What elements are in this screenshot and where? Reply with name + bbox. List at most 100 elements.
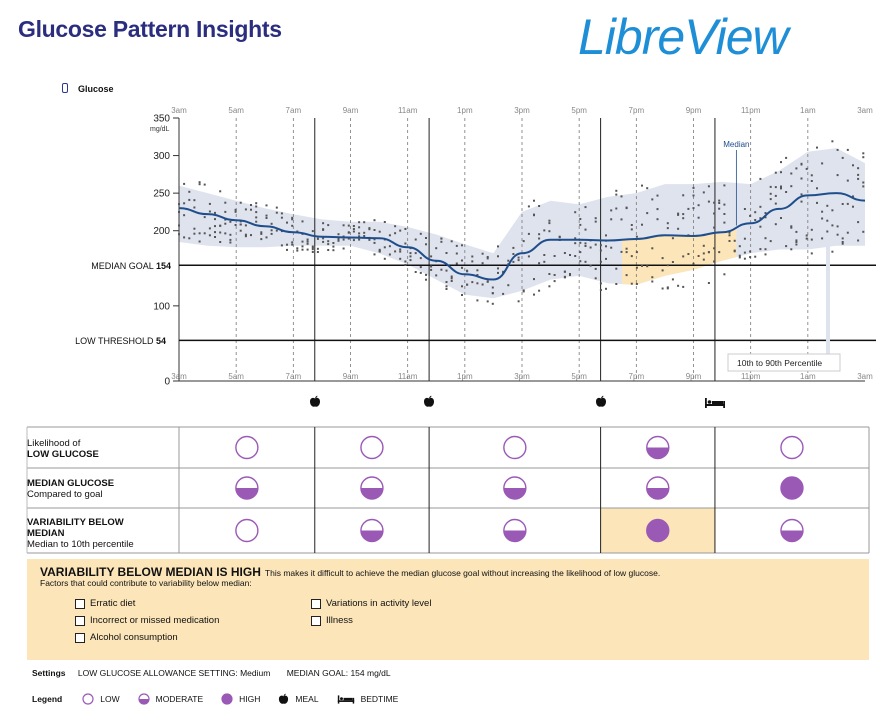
reading-dot (466, 283, 469, 286)
apple-icon (595, 395, 607, 413)
reading-dot (440, 237, 443, 240)
reading-dot (394, 225, 397, 228)
reading-dot (816, 201, 818, 204)
reading-dot (383, 246, 386, 249)
reading-dot (605, 257, 607, 260)
row-label-low-line1: Likelihood of (27, 438, 81, 449)
reading-dot (193, 206, 196, 209)
meal-bedtime-row (0, 393, 893, 413)
reading-dot (846, 202, 849, 205)
reading-dot (821, 162, 824, 165)
factor-medication[interactable]: Incorrect or missed medication (75, 615, 219, 626)
reading-dot (826, 204, 829, 207)
reading-dot (368, 238, 371, 241)
reading-dot (347, 237, 350, 240)
checkbox[interactable] (75, 615, 85, 626)
reading-dot (651, 276, 654, 279)
reading-dot (316, 247, 319, 250)
reading-dot (198, 181, 201, 184)
reading-dot (785, 245, 788, 248)
reading-dot (327, 249, 330, 251)
reading-dot (388, 234, 391, 237)
x-tick-label-top: 3am (857, 106, 873, 115)
reading-dot (419, 257, 422, 260)
checkbox[interactable] (75, 598, 85, 609)
reading-dot (790, 172, 793, 175)
reading-dot (311, 230, 314, 233)
reading-dot (862, 185, 865, 188)
reading-dot (538, 262, 541, 265)
reading-dot (625, 274, 628, 277)
reading-dot (671, 261, 674, 263)
reading-dot (188, 190, 191, 193)
reading-dot (749, 250, 752, 253)
reading-dot (399, 229, 402, 232)
checkbox[interactable] (311, 615, 321, 626)
reading-dot (831, 250, 834, 253)
reading-dot (358, 235, 361, 238)
reading-dot (764, 253, 767, 256)
reading-dot (425, 237, 427, 239)
reading-dot (435, 274, 438, 277)
variability-heading: VARIABILITY BELOW MEDIAN IS HIGH (40, 565, 261, 579)
reading-dot (430, 255, 433, 258)
reading-dot (630, 255, 633, 258)
reading-dot (322, 240, 325, 243)
reading-dot (512, 246, 515, 249)
reading-dot (780, 171, 782, 174)
factor-illness[interactable]: Illness (311, 615, 353, 626)
reading-dot (450, 280, 453, 282)
reading-dot (707, 185, 710, 188)
moderate-fill (503, 488, 526, 500)
moderate-fill (646, 488, 669, 499)
reading-dot (224, 210, 227, 213)
reading-dot (723, 213, 726, 215)
reading-dot (589, 246, 592, 249)
reading-dot (620, 250, 623, 253)
checkbox[interactable] (75, 632, 85, 643)
reading-dot (594, 220, 597, 223)
reading-dot (563, 276, 566, 279)
reading-dot (481, 283, 484, 286)
reading-dot (275, 211, 278, 214)
reading-dot (476, 269, 479, 272)
reading-dot (635, 235, 638, 238)
indicator-moderate (235, 476, 259, 500)
reading-dot (527, 255, 530, 258)
variability-highlight (622, 227, 737, 285)
reading-dot (352, 239, 355, 242)
reading-dot (234, 224, 237, 226)
goal-setting: MEDIAN GOAL: 154 mg/dL (286, 668, 391, 678)
factor-activity[interactable]: Variations in activity level (311, 598, 431, 609)
checkbox[interactable] (311, 598, 321, 609)
low-circle-icon (503, 435, 527, 460)
indicator-high (646, 518, 670, 543)
reading-dot (615, 207, 618, 210)
reading-dot (471, 260, 474, 263)
reading-dot (399, 257, 402, 260)
reading-dot (553, 255, 556, 257)
factor-erratic-diet[interactable]: Erratic diet (75, 598, 135, 609)
indicator-moderate (503, 518, 527, 543)
reading-dot (193, 199, 196, 202)
variability-title: VARIABILITY BELOW MEDIAN IS HIGH This mak… (40, 565, 660, 579)
reading-dot (810, 180, 813, 182)
reading-dot (419, 271, 422, 274)
reading-dot (857, 173, 860, 176)
reading-dot (862, 156, 865, 159)
reading-dot (841, 242, 844, 245)
reading-dot (548, 219, 551, 222)
reading-dot (836, 174, 839, 177)
reading-dot (548, 222, 551, 225)
reading-dot (327, 240, 330, 243)
factor-alcohol[interactable]: Alcohol consumption (75, 632, 178, 643)
reading-dot (497, 255, 499, 258)
reading-dot (311, 245, 314, 248)
reading-dot (615, 189, 618, 192)
reading-dot (301, 245, 304, 248)
reading-dot (208, 227, 211, 230)
reading-dot (574, 255, 577, 257)
reading-dot (841, 156, 844, 159)
reading-dot (666, 227, 669, 230)
reading-dot (641, 223, 643, 226)
